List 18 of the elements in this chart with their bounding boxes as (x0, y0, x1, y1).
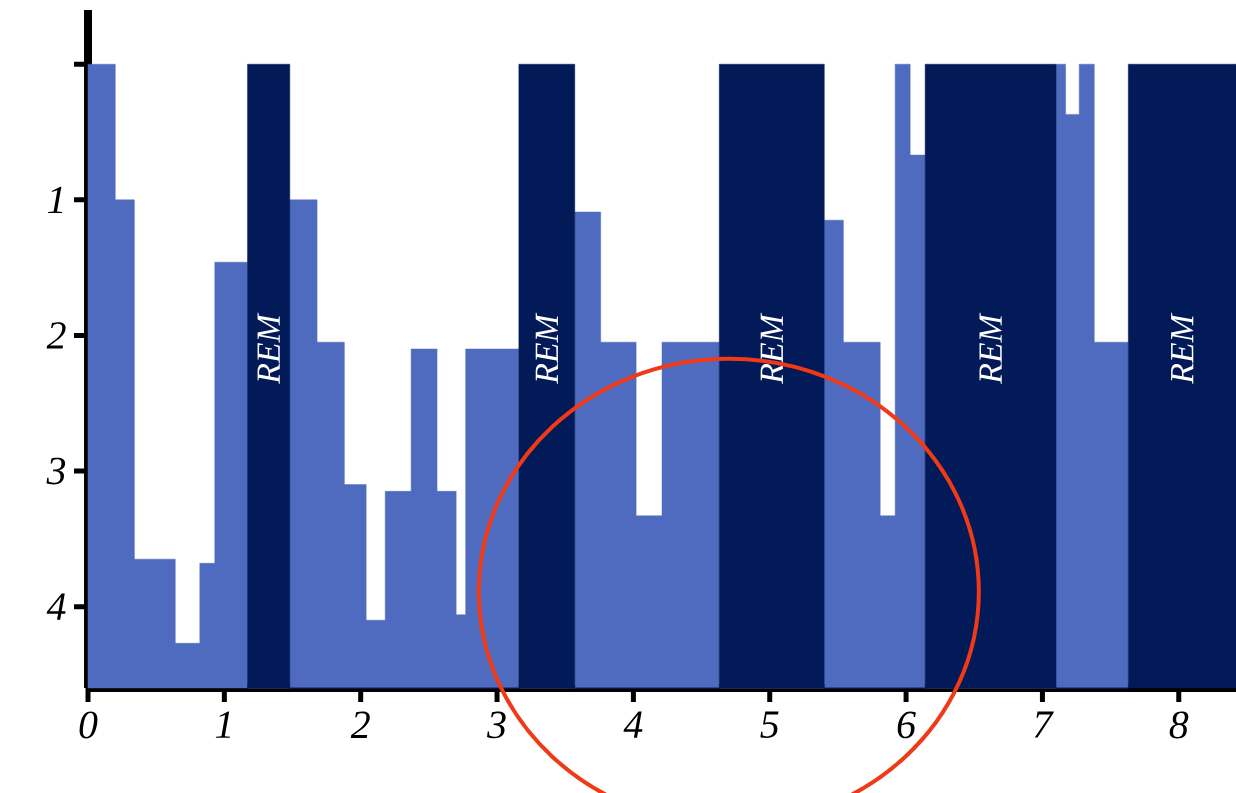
x-tick-label: 6 (897, 711, 916, 739)
x-tick-label: 5 (760, 711, 779, 738)
x-tick-label: 1 (215, 711, 231, 738)
y-tick-label: 3 (46, 457, 66, 485)
x-tick-label: 4 (623, 711, 643, 738)
annotation: REM (257, 312, 280, 384)
x-tick-label: 7 (1034, 711, 1054, 738)
y-tick-label: 2 (46, 322, 66, 349)
x-tick-label: 0 (79, 711, 98, 739)
annotation: REM (979, 312, 1002, 384)
x-tick-label: 8 (1169, 711, 1189, 739)
annotation: REM (535, 312, 558, 384)
x-tick-label: 3 (487, 711, 506, 739)
y-tick-label: 1 (47, 186, 63, 213)
y-tick-label: 4 (46, 593, 66, 620)
x-tick-label: 2 (350, 711, 370, 738)
annotation: REM (1171, 312, 1194, 384)
annotation: REM (760, 312, 783, 384)
